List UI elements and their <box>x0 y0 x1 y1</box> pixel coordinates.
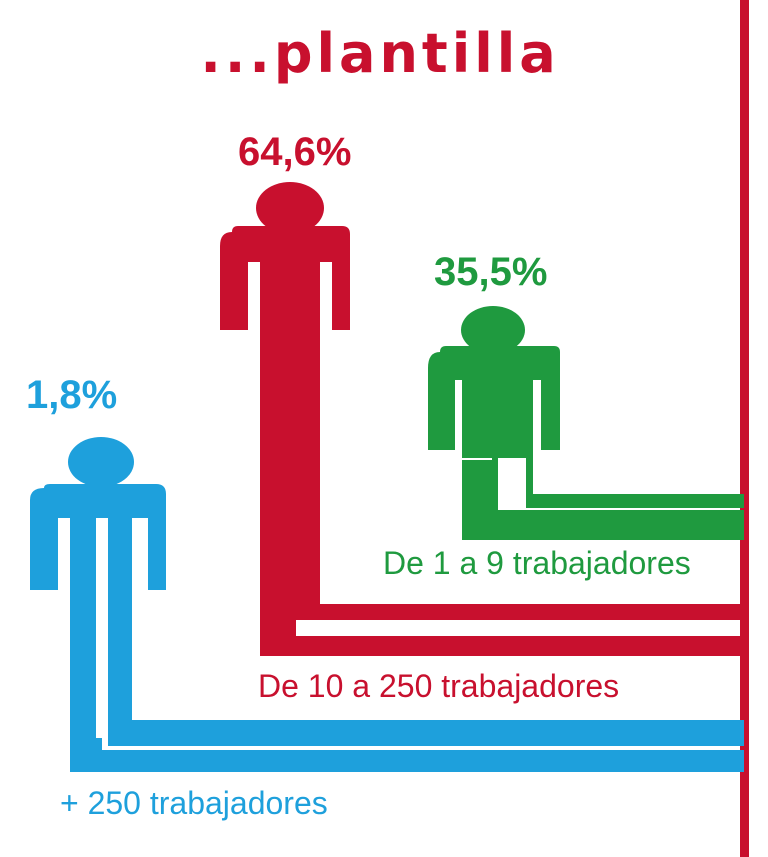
figure-250-plus-workers <box>30 437 744 772</box>
figure-1-9-workers <box>428 306 744 540</box>
category-label-1-9-workers: De 1 a 9 trabajadores <box>383 545 691 581</box>
right-divider-line <box>740 0 749 857</box>
figure-10-250-workers <box>220 182 744 656</box>
bar-10-250-workers <box>220 226 744 656</box>
category-label-10-250-workers: De 10 a 250 trabajadores <box>258 668 620 704</box>
person-icon <box>256 182 324 234</box>
bar-1-9-workers <box>462 450 744 540</box>
person-icon-body <box>428 346 744 508</box>
value-label-250-plus-workers: 1,8% <box>26 373 118 417</box>
value-label-1-9-workers: 35,5% <box>434 250 548 294</box>
person-icon <box>461 306 525 354</box>
chart-title: ...plantilla <box>200 22 560 85</box>
value-label-10-250-workers: 64,6% <box>238 130 352 174</box>
category-label-250-plus-workers: + 250 trabajadores <box>60 785 328 821</box>
bar-250-plus-workers <box>30 484 744 772</box>
person-icon <box>68 437 134 487</box>
